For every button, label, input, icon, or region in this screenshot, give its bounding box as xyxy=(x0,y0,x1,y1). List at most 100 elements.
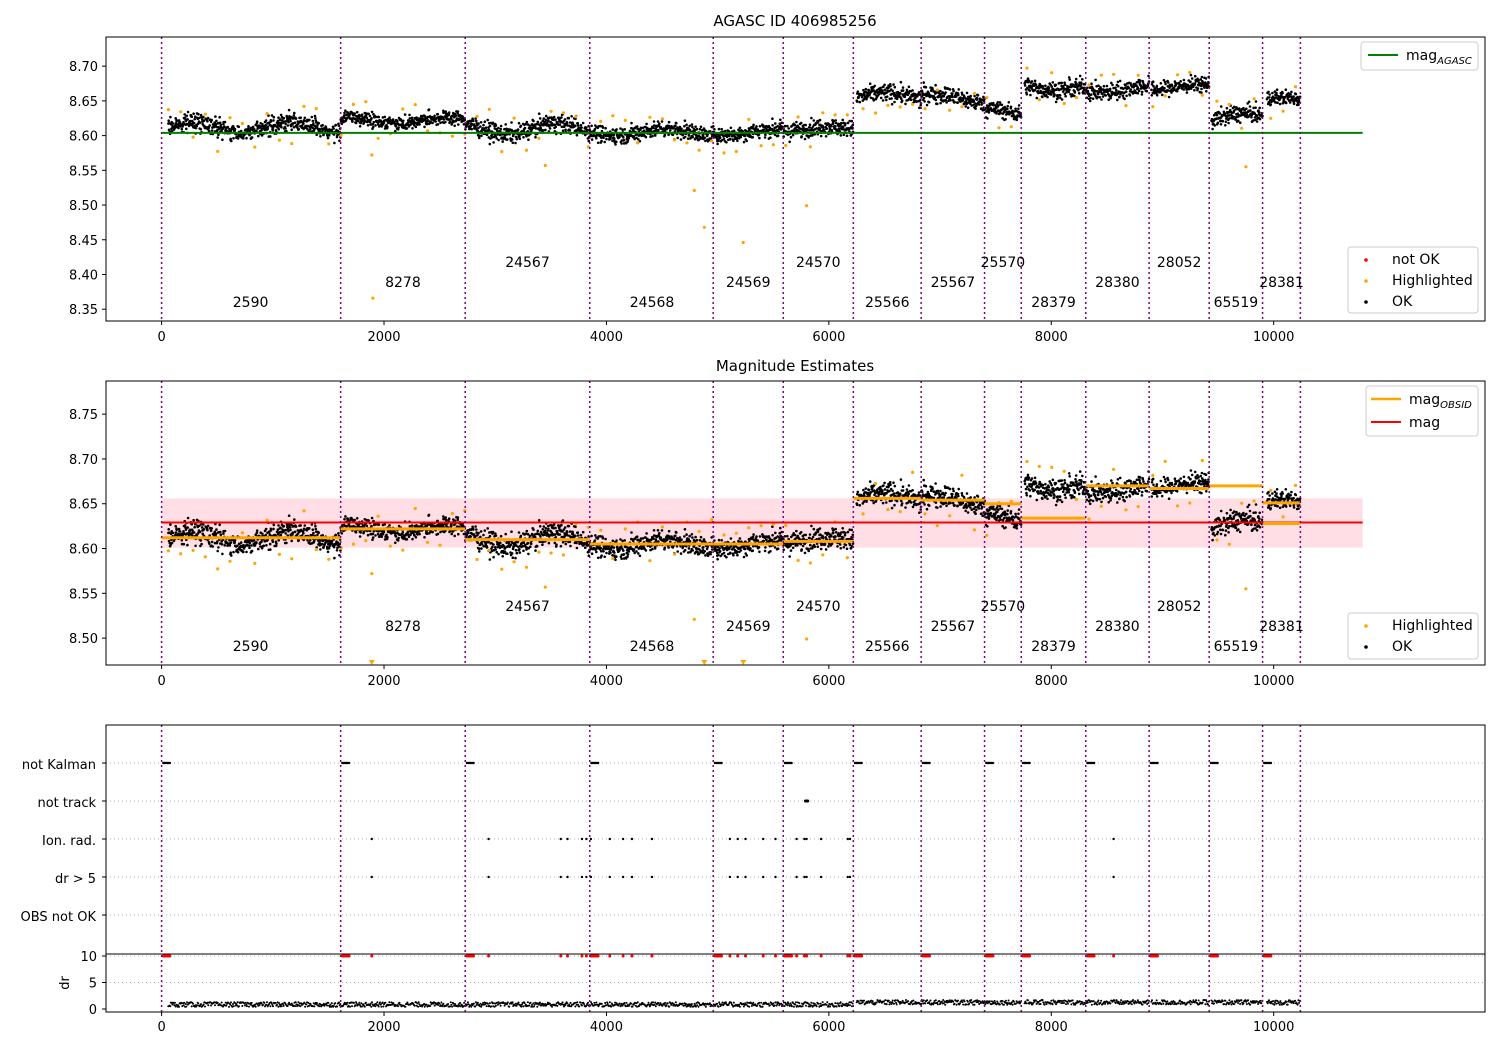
ok-point xyxy=(683,119,687,122)
ok-point xyxy=(627,136,631,140)
ok-point xyxy=(425,122,429,126)
ok-point xyxy=(514,548,518,552)
ok-point xyxy=(302,127,306,131)
ok-point xyxy=(313,114,317,118)
highlighted-point xyxy=(771,143,775,147)
ok-point xyxy=(574,534,577,538)
ok-point xyxy=(622,553,626,556)
ok-point xyxy=(769,136,772,139)
highlighted-point xyxy=(561,111,566,115)
ok-point xyxy=(560,116,563,119)
ok-point xyxy=(780,121,784,125)
ok-point xyxy=(687,134,691,137)
ok-point xyxy=(1275,91,1278,95)
ok-point xyxy=(397,126,400,129)
ok-point xyxy=(255,529,259,532)
ok-point xyxy=(519,124,523,128)
ok-point xyxy=(334,533,338,537)
ok-point xyxy=(595,550,598,554)
ok-point xyxy=(182,530,185,533)
ok-point xyxy=(1050,93,1053,96)
ok-point xyxy=(565,530,569,534)
ok-point xyxy=(644,549,648,552)
ok-point xyxy=(171,122,175,125)
highlighted-point xyxy=(166,108,170,112)
ok-point xyxy=(174,531,178,534)
ok-point xyxy=(1064,94,1067,98)
ok-point xyxy=(169,523,172,526)
ok-point xyxy=(264,119,268,122)
ok-point xyxy=(881,99,885,102)
ok-point xyxy=(367,112,370,116)
ok-point xyxy=(657,128,660,132)
ok-point xyxy=(514,556,517,560)
ok-point xyxy=(450,123,454,126)
ok-point xyxy=(879,96,883,100)
ok-point xyxy=(228,127,231,131)
ok-point xyxy=(890,97,893,100)
ok-point xyxy=(487,128,491,131)
ok-point xyxy=(167,528,170,531)
ok-point xyxy=(623,128,626,131)
ok-point xyxy=(637,138,640,141)
obsid-label: 25570 xyxy=(981,255,1026,271)
ok-point xyxy=(199,128,203,131)
ok-point xyxy=(516,128,520,131)
highlighted-point xyxy=(574,115,578,119)
ok-point xyxy=(495,550,499,554)
ok-point xyxy=(408,525,412,528)
ok-point xyxy=(1116,80,1120,84)
ok-point xyxy=(1017,104,1021,107)
ok-point xyxy=(1033,79,1037,83)
ok-point xyxy=(1275,88,1279,91)
ok-point xyxy=(905,88,909,92)
ok-point xyxy=(653,547,657,550)
ok-point xyxy=(302,531,305,535)
ok-point xyxy=(458,117,461,121)
ok-point xyxy=(1284,88,1288,91)
ok-point xyxy=(931,88,934,91)
ok-point xyxy=(216,540,219,543)
ok-point xyxy=(584,126,588,129)
ok-point xyxy=(1155,93,1159,97)
ok-point xyxy=(474,124,477,128)
ok-point xyxy=(764,133,767,136)
ok-point xyxy=(888,89,891,93)
ok-point xyxy=(729,137,732,141)
ok-point xyxy=(200,115,203,119)
ok-point xyxy=(542,129,545,132)
agasc-panel: AGASC ID 406985256 259082782456724568245… xyxy=(69,12,1486,345)
ok-point xyxy=(488,558,492,561)
ok-point xyxy=(495,137,499,140)
ok-point xyxy=(287,120,290,124)
ok-point xyxy=(953,100,956,104)
ok-point xyxy=(206,120,209,123)
highlighted-point xyxy=(277,138,281,142)
ok-point xyxy=(652,529,656,532)
ok-point xyxy=(1292,102,1296,106)
y-tick-label: 8.60 xyxy=(69,130,98,145)
ok-point xyxy=(442,515,445,518)
ok-point xyxy=(688,124,691,128)
ok-point xyxy=(819,123,822,127)
ok-point xyxy=(1145,89,1149,93)
ok-point xyxy=(547,527,550,531)
highlighted-point xyxy=(1099,73,1103,77)
ok-point xyxy=(418,123,421,126)
ok-point xyxy=(192,112,195,115)
ok-point xyxy=(567,524,571,528)
highlighted-point xyxy=(537,136,541,140)
ok-point xyxy=(169,122,173,126)
ok-point xyxy=(864,87,868,91)
ok-point xyxy=(1258,117,1262,121)
ok-point xyxy=(663,133,667,137)
ok-point xyxy=(355,110,359,114)
ok-point xyxy=(907,85,911,89)
ok-point xyxy=(603,140,606,144)
ok-point xyxy=(316,533,319,537)
ok-point xyxy=(280,125,283,129)
ok-point xyxy=(1129,88,1133,91)
ok-point xyxy=(725,141,728,144)
ok-point xyxy=(303,119,306,123)
ok-point xyxy=(1163,87,1166,90)
